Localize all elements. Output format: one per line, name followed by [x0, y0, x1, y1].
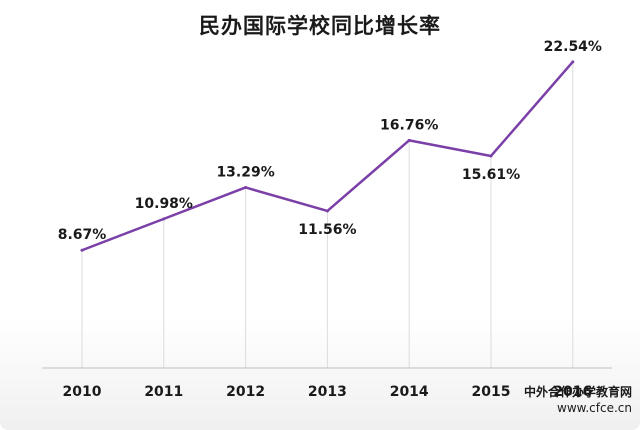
data-point	[407, 138, 411, 142]
series-layer	[80, 60, 575, 252]
data-label: 13.29%	[216, 164, 274, 180]
x-tick-label: 2016	[553, 384, 592, 400]
data-point	[489, 154, 493, 158]
data-label: 22.54%	[544, 39, 602, 55]
data-point	[162, 217, 166, 221]
watermark-url: www.cfce.cn	[557, 401, 632, 415]
data-label: 15.61%	[462, 167, 520, 183]
x-tick-label: 2012	[226, 384, 265, 400]
data-point	[325, 209, 329, 213]
data-point	[244, 185, 248, 189]
drop-lines	[81, 61, 574, 368]
watermark-name: 中外合作办学教育网	[523, 385, 632, 399]
x-tick-labels: 2010 2011 2012 2013 2014 2015 2016	[63, 384, 593, 400]
data-labels: 8.67% 10.98% 13.29% 11.56% 16.76% 15.61% 22.54…	[58, 39, 602, 243]
data-point	[80, 248, 84, 252]
x-tick-label: 2011	[144, 384, 183, 400]
watermark: 中外合作办学教育网 www.cfce.cn	[524, 384, 632, 416]
x-tick-label: 2010	[63, 384, 102, 400]
data-point	[571, 60, 575, 64]
x-tick-label: 2013	[308, 384, 347, 400]
chart-title: 民办国际学校同比增长率	[199, 14, 441, 38]
data-label: 8.67%	[58, 227, 107, 243]
data-label: 10.98%	[135, 196, 193, 212]
x-tick-label: 2014	[390, 384, 429, 400]
data-label: 11.56%	[298, 222, 356, 238]
data-label: 16.76%	[380, 117, 438, 133]
x-tick-label: 2015	[472, 384, 511, 400]
